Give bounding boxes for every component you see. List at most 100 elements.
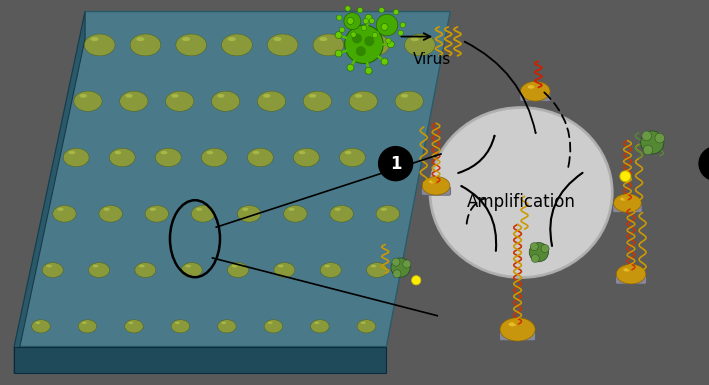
Ellipse shape bbox=[371, 264, 376, 268]
Ellipse shape bbox=[367, 263, 388, 278]
Ellipse shape bbox=[306, 105, 328, 107]
Ellipse shape bbox=[333, 217, 351, 219]
Ellipse shape bbox=[247, 148, 273, 167]
Ellipse shape bbox=[35, 321, 40, 324]
Ellipse shape bbox=[277, 273, 293, 275]
Ellipse shape bbox=[313, 34, 344, 56]
Circle shape bbox=[530, 243, 538, 251]
Ellipse shape bbox=[500, 318, 535, 341]
Ellipse shape bbox=[186, 264, 191, 268]
Circle shape bbox=[335, 50, 342, 57]
Text: Amplification: Amplification bbox=[467, 193, 576, 211]
Circle shape bbox=[698, 146, 709, 181]
Ellipse shape bbox=[147, 217, 166, 219]
Ellipse shape bbox=[171, 320, 190, 333]
Ellipse shape bbox=[43, 263, 63, 278]
Ellipse shape bbox=[266, 329, 281, 330]
Ellipse shape bbox=[125, 320, 143, 333]
Ellipse shape bbox=[115, 151, 121, 154]
Ellipse shape bbox=[89, 263, 109, 278]
Circle shape bbox=[347, 17, 354, 24]
Circle shape bbox=[357, 7, 363, 13]
Ellipse shape bbox=[173, 329, 188, 330]
Circle shape bbox=[379, 7, 384, 13]
Ellipse shape bbox=[261, 105, 282, 107]
Ellipse shape bbox=[127, 329, 141, 330]
FancyArrowPatch shape bbox=[545, 92, 570, 167]
Ellipse shape bbox=[395, 91, 423, 111]
Circle shape bbox=[411, 276, 421, 285]
Ellipse shape bbox=[194, 217, 212, 219]
FancyArrowPatch shape bbox=[458, 136, 494, 173]
Ellipse shape bbox=[150, 208, 156, 211]
Ellipse shape bbox=[508, 322, 516, 326]
Ellipse shape bbox=[225, 50, 249, 52]
FancyArrowPatch shape bbox=[467, 198, 485, 224]
Ellipse shape bbox=[401, 94, 408, 98]
Ellipse shape bbox=[32, 320, 50, 333]
Ellipse shape bbox=[125, 94, 133, 98]
Circle shape bbox=[372, 32, 378, 38]
Ellipse shape bbox=[221, 321, 226, 324]
Ellipse shape bbox=[359, 329, 374, 330]
Ellipse shape bbox=[201, 148, 227, 167]
FancyArrowPatch shape bbox=[464, 42, 535, 133]
Circle shape bbox=[655, 133, 664, 143]
Circle shape bbox=[381, 58, 388, 65]
Ellipse shape bbox=[252, 151, 259, 154]
Ellipse shape bbox=[240, 217, 258, 219]
Ellipse shape bbox=[112, 161, 132, 163]
Ellipse shape bbox=[620, 198, 627, 201]
Ellipse shape bbox=[204, 161, 224, 163]
Ellipse shape bbox=[79, 94, 87, 98]
Ellipse shape bbox=[311, 320, 329, 333]
Circle shape bbox=[369, 18, 374, 23]
Ellipse shape bbox=[91, 273, 107, 275]
Circle shape bbox=[403, 260, 411, 268]
Ellipse shape bbox=[386, 148, 411, 167]
Ellipse shape bbox=[130, 34, 161, 56]
Ellipse shape bbox=[355, 94, 362, 98]
Ellipse shape bbox=[335, 208, 341, 211]
Circle shape bbox=[387, 41, 394, 48]
Ellipse shape bbox=[176, 34, 206, 56]
Ellipse shape bbox=[206, 151, 213, 154]
Circle shape bbox=[345, 25, 383, 64]
Circle shape bbox=[531, 254, 540, 263]
Ellipse shape bbox=[238, 206, 261, 222]
Ellipse shape bbox=[158, 161, 178, 163]
Ellipse shape bbox=[191, 206, 215, 222]
Ellipse shape bbox=[120, 91, 148, 111]
Circle shape bbox=[351, 32, 356, 37]
Ellipse shape bbox=[408, 50, 432, 52]
Ellipse shape bbox=[616, 264, 646, 284]
Ellipse shape bbox=[362, 50, 386, 52]
Ellipse shape bbox=[398, 105, 420, 107]
Ellipse shape bbox=[55, 217, 74, 219]
FancyBboxPatch shape bbox=[520, 93, 551, 101]
Ellipse shape bbox=[211, 91, 240, 111]
Circle shape bbox=[365, 14, 372, 21]
Ellipse shape bbox=[242, 208, 248, 211]
Ellipse shape bbox=[84, 34, 115, 56]
Ellipse shape bbox=[66, 161, 86, 163]
Ellipse shape bbox=[155, 148, 182, 167]
Ellipse shape bbox=[109, 148, 135, 167]
Ellipse shape bbox=[369, 273, 385, 275]
Circle shape bbox=[642, 131, 652, 141]
Ellipse shape bbox=[411, 37, 419, 41]
Ellipse shape bbox=[284, 206, 307, 222]
Ellipse shape bbox=[220, 329, 234, 330]
Ellipse shape bbox=[613, 194, 642, 213]
Ellipse shape bbox=[182, 37, 190, 41]
Ellipse shape bbox=[405, 34, 435, 56]
Ellipse shape bbox=[34, 329, 48, 330]
Circle shape bbox=[365, 67, 372, 74]
Circle shape bbox=[345, 6, 350, 11]
Ellipse shape bbox=[104, 208, 110, 211]
Ellipse shape bbox=[196, 208, 202, 211]
Ellipse shape bbox=[361, 321, 366, 324]
Ellipse shape bbox=[286, 217, 304, 219]
Circle shape bbox=[378, 146, 413, 181]
Ellipse shape bbox=[133, 50, 157, 52]
